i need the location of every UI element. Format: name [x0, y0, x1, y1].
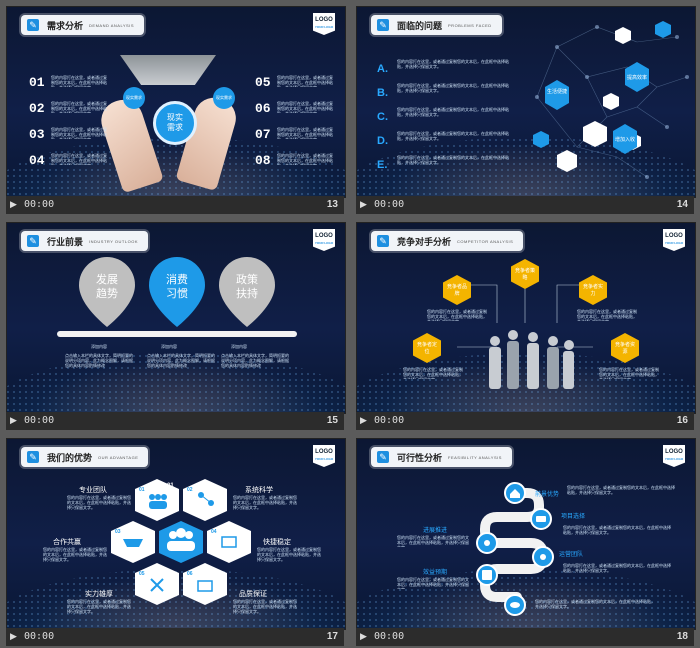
slide-header: ✎ 需求分析 DEMAND ANALYSIS	[21, 15, 145, 35]
edit-icon: ✎	[377, 235, 389, 247]
edit-icon: ✎	[377, 19, 389, 31]
svg-text:01: 01	[167, 483, 174, 489]
slide-number: 18	[676, 631, 688, 642]
slide-thumbnail-17[interactable]: ✎ 我们的优势 OUR ADVANTAGE LOGO YOUR LOGO	[6, 438, 346, 646]
slide-number: 14	[676, 199, 688, 210]
hex-cluster: 01	[111, 479, 251, 605]
play-icon[interactable]: ▶	[10, 199, 17, 209]
svg-text:提高效率: 提高效率	[627, 74, 647, 81]
hex-num: 01	[139, 487, 145, 493]
play-icon[interactable]: ▶	[360, 631, 367, 641]
slide-18: ✎ 可行性分析 FEASIBILITY ANALYSIS LOGO YOUR LO…	[356, 438, 696, 630]
logo: LOGO YOUR LOGO	[313, 445, 335, 467]
slide-footer: ▶ 00:00 15	[6, 412, 344, 430]
hex-node: 增加入收	[613, 124, 637, 154]
svg-text:生活便捷: 生活便捷	[547, 88, 567, 95]
logo: LOGO YOUR LOGO	[313, 229, 335, 251]
hex-num: 03	[115, 529, 121, 535]
play-icon[interactable]: ▶	[360, 415, 367, 425]
slide-thumbnail-13[interactable]: ✎ 需求分析 DEMAND ANALYSIS LOGO YOUR LOGO 现实需…	[6, 6, 346, 214]
hex-num: 02	[187, 487, 193, 493]
item-number: 04	[29, 153, 45, 168]
svg-text:趋势: 趋势	[96, 287, 118, 300]
feasibility-chain	[476, 482, 554, 616]
hex-network: 生活便捷 提高效率 增加入收	[533, 21, 689, 179]
badge: 竞争者策略	[511, 259, 539, 289]
slide-17: ✎ 我们的优势 OUR ADVANTAGE LOGO YOUR LOGO	[6, 438, 346, 630]
slide-number: 15	[326, 415, 338, 426]
competitor-diagram	[457, 279, 593, 389]
slide-15: ✎ 行业前景 INDUSTRY OUTLOOK LOGO YOUR LOGO 发展…	[6, 222, 346, 414]
letter-list: A. 您的内容打在这里，或者通过复制您的文本后，在此框中选择粘贴，并选择只保留文字…	[377, 59, 509, 171]
slide-footer: ▶ 00:00 14	[356, 196, 694, 214]
hex-node: 生活便捷	[545, 80, 569, 110]
svg-text:政策: 政策	[236, 272, 258, 286]
edit-icon: ✎	[27, 235, 39, 247]
slide-header: ✎ 我们的优势 OUR ADVANTAGE	[21, 447, 149, 467]
silhouettes	[489, 330, 574, 389]
business-photo	[120, 55, 216, 85]
svg-text:增加入收: 增加入收	[615, 136, 635, 143]
edit-icon: ✎	[377, 451, 389, 463]
badge: 竞争者实力	[579, 275, 607, 305]
pin-blue: 消费 习惯	[149, 257, 205, 327]
svg-text:消费: 消费	[166, 272, 188, 286]
right-list: 05您的内容打在这里，或者通过复制您的文本后，在此框中选择粘贴，并选择只保留文字…	[255, 75, 333, 168]
item-number: 02	[29, 101, 45, 116]
slide-footer: ▶ 00:00 17	[6, 628, 344, 646]
play-icon[interactable]: ▶	[10, 631, 17, 641]
slide-thumbnail-16[interactable]: ✎ 竞争对手分析 COMPETITOR ANALYSIS LOGO YOUR LO…	[356, 222, 696, 430]
item-number: 03	[29, 127, 45, 142]
pin-gray: 发展 趋势	[79, 257, 135, 327]
svg-text:发展: 发展	[96, 272, 118, 286]
logo: LOGO YOUR LOGO	[313, 13, 335, 35]
svg-text:扶持: 扶持	[236, 286, 258, 300]
slide-13: ✎ 需求分析 DEMAND ANALYSIS LOGO YOUR LOGO 现实需…	[6, 6, 346, 198]
logo: LOGO YOUR LOGO	[663, 445, 685, 467]
slide-14: ✎ 面临的问题 PROBLEMS FACED A. 您的内容打在这里，或者通过复制…	[356, 6, 696, 198]
side-bubble-right: 现实需求	[213, 87, 235, 109]
hex-num: 05	[139, 571, 145, 577]
pin-diagram: 发展 趋势 消费 习惯 政策 扶持	[57, 257, 297, 337]
logo: LOGO YOUR LOGO	[663, 229, 685, 251]
slide-number: 16	[676, 415, 688, 426]
slide-thumbnail-14[interactable]: ✎ 面临的问题 PROBLEMS FACED A. 您的内容打在这里，或者通过复制…	[356, 6, 696, 214]
slide-number: 13	[326, 199, 338, 210]
slide-header: ✎ 面临的问题 PROBLEMS FACED	[371, 15, 502, 35]
play-icon[interactable]: ▶	[360, 199, 367, 209]
side-bubble-left: 现实需求	[123, 87, 145, 109]
slide-footer: ▶ 00:00 18	[356, 628, 694, 646]
center-circle: 现实需求	[153, 101, 197, 145]
slide-header: ✎ 竞争对手分析 COMPETITOR ANALYSIS	[371, 231, 524, 251]
play-icon[interactable]: ▶	[10, 415, 17, 425]
slide-header: ✎ 可行性分析 FEASIBILITY ANALYSIS	[371, 447, 512, 467]
left-list: 01您的内容打在这里，或者通过复制您的文本后，在此框中选择粘贴，并选择只保留文字…	[29, 75, 107, 168]
slide-thumbnail-18[interactable]: ✎ 可行性分析 FEASIBILITY ANALYSIS LOGO YOUR LO…	[356, 438, 696, 646]
hex-num: 06	[187, 571, 193, 577]
item-number: 01	[29, 75, 45, 90]
badge: 竞争者资源	[611, 333, 639, 363]
hex-num: 04	[211, 529, 217, 535]
slide-header: ✎ 行业前景 INDUSTRY OUTLOOK	[21, 231, 148, 251]
pin-gray: 政策 扶持	[219, 257, 275, 327]
slide-thumbnail-15[interactable]: ✎ 行业前景 INDUSTRY OUTLOOK LOGO YOUR LOGO 发展…	[6, 222, 346, 430]
hex-node: 提高效率	[625, 62, 649, 92]
slide-number: 17	[326, 631, 338, 642]
edit-icon: ✎	[27, 19, 39, 31]
slide-footer: ▶ 00:00 13	[6, 196, 344, 214]
slide-footer: ▶ 00:00 16	[356, 412, 694, 430]
slide-16: ✎ 竞争对手分析 COMPETITOR ANALYSIS LOGO YOUR LO…	[356, 222, 696, 414]
svg-text:习惯: 习惯	[166, 286, 188, 300]
edit-icon: ✎	[27, 451, 39, 463]
